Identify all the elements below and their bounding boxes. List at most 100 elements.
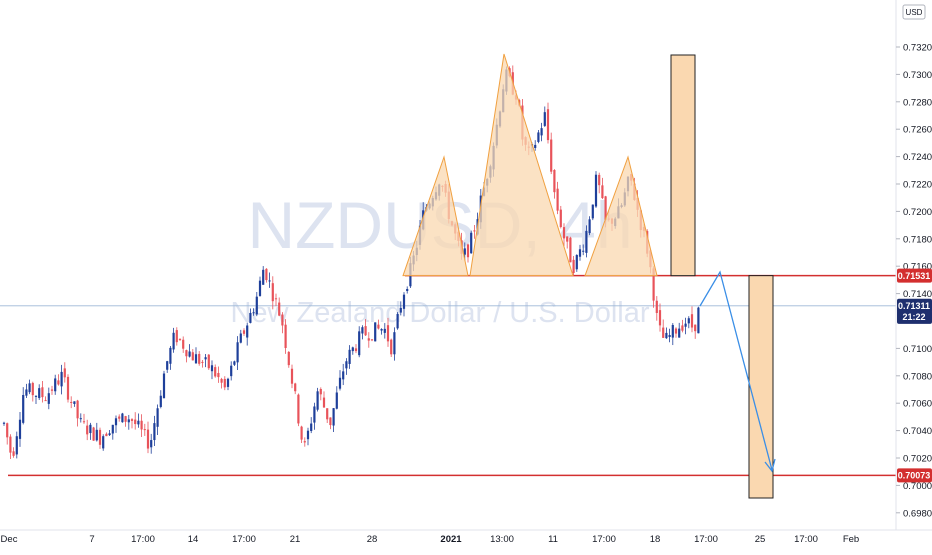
time-axis[interactable]: Dec 7 17:00 14 17:00 21 28 2021 13:00 11 17:00 18 17…: [1, 534, 860, 545]
projection-arrowhead: [764, 458, 776, 473]
candle-body: [338, 377, 342, 389]
candle-body: [569, 237, 572, 263]
candle-body: [118, 416, 121, 419]
candle-body: [690, 314, 694, 328]
candle-body: [684, 323, 687, 327]
candle-body: [210, 365, 214, 372]
candle-body: [137, 420, 140, 425]
candle-body: [658, 310, 662, 326]
x-tick-label: 17:00: [694, 534, 718, 545]
candle-body: [223, 378, 226, 388]
candle-body: [297, 394, 300, 424]
candle-body: [86, 425, 89, 435]
x-tick-label: 17:00: [131, 534, 155, 545]
candle-body: [9, 436, 12, 453]
candle-body: [591, 204, 594, 219]
candle-body: [105, 433, 108, 437]
x-tick-label: 17:00: [592, 534, 616, 545]
candle-body: [111, 424, 114, 434]
candle-body: [63, 368, 66, 378]
candle-body: [140, 420, 143, 430]
candle-body: [25, 389, 28, 396]
candle-body: [262, 269, 265, 285]
candle-body: [92, 427, 95, 441]
candle-body: [354, 348, 358, 352]
candle-body: [335, 392, 338, 409]
candle-body: [572, 259, 575, 273]
x-tick-label: 17:00: [794, 534, 818, 545]
candle-body: [38, 388, 41, 399]
candle-body: [226, 378, 230, 387]
candle-body: [41, 387, 44, 398]
candle-body: [367, 338, 370, 341]
candle-body: [473, 230, 476, 232]
candle-body: [95, 429, 98, 441]
candle-body: [351, 347, 354, 352]
candle-body: [326, 408, 329, 420]
candle-body: [15, 436, 18, 455]
candle-body: [303, 441, 306, 443]
candle-body: [28, 383, 31, 393]
candle-body: [370, 339, 374, 341]
candle-body: [655, 300, 658, 314]
description-watermark: New Zealand Dollar / U.S. Dollar: [230, 297, 649, 329]
candle-body: [82, 421, 86, 423]
candle-body: [550, 139, 553, 172]
candle-body: [188, 351, 191, 357]
candle-body: [556, 188, 559, 211]
price-tag: [897, 309, 932, 324]
candle-body: [383, 328, 386, 333]
price-tag: [897, 298, 932, 313]
candle-body: [313, 406, 316, 423]
candle-body: [130, 419, 134, 421]
candle-body: [214, 367, 217, 377]
candle-body: [114, 418, 118, 426]
candle-body: [287, 351, 290, 366]
candle-body: [306, 430, 310, 440]
candle-body: [380, 329, 383, 331]
candle-body: [18, 419, 22, 439]
candle-body: [50, 389, 54, 391]
candle-body: [662, 327, 665, 338]
candle-body: [294, 383, 297, 392]
candle-body: [540, 128, 543, 136]
candle-body: [697, 307, 700, 334]
candle-body: [681, 325, 684, 331]
candle-body: [127, 419, 130, 423]
candle-body: [694, 324, 697, 332]
x-tick-label: 28: [367, 534, 378, 545]
target-height-box: [748, 275, 774, 499]
candle-body: [159, 395, 162, 407]
price-tag-label: 0.71311: [898, 301, 930, 311]
currency-badge[interactable]: [902, 4, 926, 20]
candle-body: [559, 209, 562, 228]
candle-body: [575, 255, 578, 270]
y-tick-label: 0.69800: [903, 508, 932, 519]
candle-body: [300, 426, 303, 440]
candle-body: [390, 339, 393, 355]
candle-body: [194, 354, 198, 364]
drawings-layer[interactable]: [402, 53, 776, 499]
candle-body: [156, 408, 159, 427]
candle-body: [143, 429, 146, 431]
candle-body: [207, 354, 210, 369]
candle-body: [172, 332, 175, 350]
head-shape: [469, 53, 574, 277]
candle-body: [217, 372, 220, 378]
candle-body: [185, 350, 188, 357]
currency-label: USD: [906, 8, 923, 17]
candle-body: [108, 433, 111, 436]
candle-body: [175, 330, 178, 343]
